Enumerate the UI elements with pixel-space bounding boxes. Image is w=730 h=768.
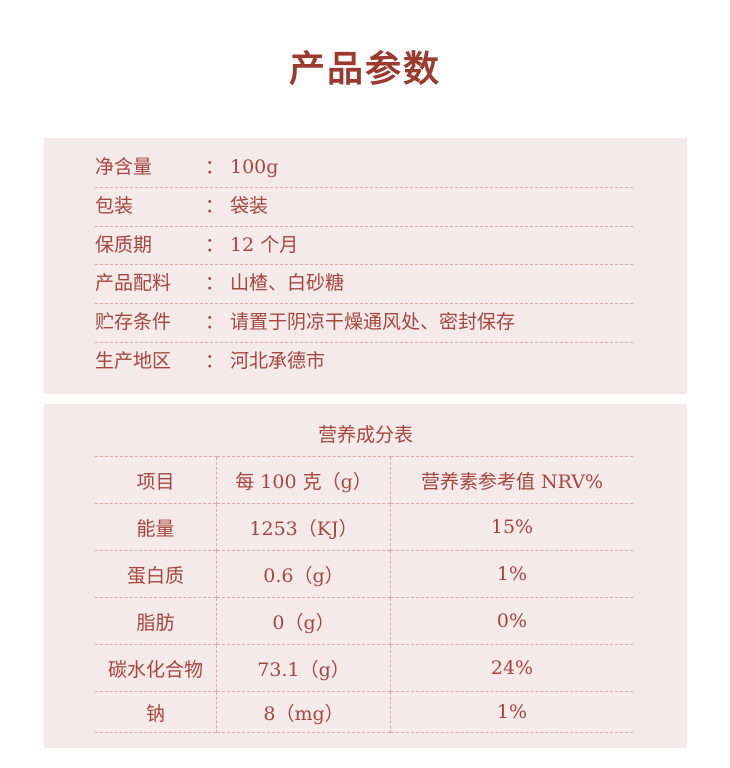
param-label: 产品配料 bbox=[95, 272, 172, 295]
product-params-panel: 净含量： 100g 包装：袋装 保质期： 12 个月 产品配料：山楂、白砂糖 贮存条件：请置… bbox=[44, 138, 687, 394]
table-cell: 每 100 克（g） bbox=[216, 456, 391, 504]
table-cell: 0.6（g） bbox=[216, 550, 391, 598]
param-separator: ： bbox=[205, 350, 225, 372]
table-row: 碳水化合物 73.1（g） 24% bbox=[95, 644, 633, 692]
nutrition-panel: 营养成分表 项目每 100 克（g） 营养素参考值 NRV% 能量 1253（KJ） 1… bbox=[44, 404, 687, 748]
table-cell: 0（g） bbox=[216, 597, 391, 645]
param-value: 100g bbox=[230, 156, 279, 178]
param-label: 包装 bbox=[95, 194, 134, 217]
param-value: 河北承德市 bbox=[230, 350, 326, 372]
table-cell: 8（mg） bbox=[216, 691, 391, 733]
table-cell: 1% bbox=[390, 691, 633, 733]
param-value: 请置于阴凉干燥通风处、密封保存 bbox=[230, 311, 516, 334]
table-row: 钠 8（mg） 1% bbox=[95, 691, 633, 733]
param-row: 产品配料 ：山楂、白砂糖 bbox=[95, 264, 633, 305]
table-cell: 蛋白质 bbox=[95, 550, 217, 598]
table-header-row: 项目每 100 克（g） 营养素参考值 NRV% bbox=[95, 456, 633, 504]
table-cell: 15% bbox=[390, 503, 633, 551]
table-cell: 营养素参考值 NRV% bbox=[390, 456, 633, 504]
param-separator: ： bbox=[205, 311, 225, 334]
table-row: 蛋白质 0.6（g） 1% bbox=[95, 550, 633, 598]
table-cell: 能量 bbox=[95, 503, 217, 551]
table-cell: 脂肪 bbox=[95, 597, 217, 645]
nutrition-title: 营养成分表 bbox=[317, 424, 413, 446]
param-row: 保质期 ： 12 个月 bbox=[95, 226, 633, 266]
param-separator: ： bbox=[205, 194, 225, 217]
table-cell: 钠 bbox=[95, 691, 217, 733]
table-cell: 项目 bbox=[95, 456, 217, 504]
table-row: 脂肪 0（g） 0% bbox=[95, 597, 633, 645]
param-value: 12 个月 bbox=[230, 233, 299, 256]
param-row: 净含量 ： 100g bbox=[95, 148, 633, 188]
table-row: 能量 1253（KJ） 15% bbox=[95, 503, 633, 551]
param-separator: ： bbox=[205, 272, 225, 295]
param-separator: ： bbox=[205, 156, 225, 178]
param-label: 贮存条件 bbox=[95, 311, 172, 334]
table-cell: 24% bbox=[390, 644, 633, 692]
table-cell: 碳水化合物 bbox=[95, 644, 217, 692]
param-label: 保质期 bbox=[95, 233, 153, 256]
table-cell: 73.1（g） bbox=[216, 644, 391, 692]
param-separator: ： bbox=[205, 233, 225, 256]
param-row: 贮存条件 ：请置于阴凉干燥通风处、密封保存 bbox=[95, 303, 633, 343]
param-row: 包装 ：袋装 bbox=[95, 187, 633, 227]
page-title: 产品参数 bbox=[288, 48, 441, 90]
nutrition-table: 项目每 100 克（g） 营养素参考值 NRV% 能量 1253（KJ） 15% 蛋白质 0… bbox=[95, 456, 633, 733]
table-cell: 0% bbox=[390, 597, 633, 645]
param-label: 生产地区 bbox=[95, 350, 172, 372]
param-label: 净含量 bbox=[95, 156, 153, 178]
table-cell: 1% bbox=[390, 550, 633, 598]
param-row: 生产地区 ：河北承德市 bbox=[95, 342, 633, 381]
table-cell: 1253（KJ） bbox=[216, 503, 391, 551]
param-value: 山楂、白砂糖 bbox=[230, 272, 345, 295]
param-value: 袋装 bbox=[230, 194, 269, 217]
